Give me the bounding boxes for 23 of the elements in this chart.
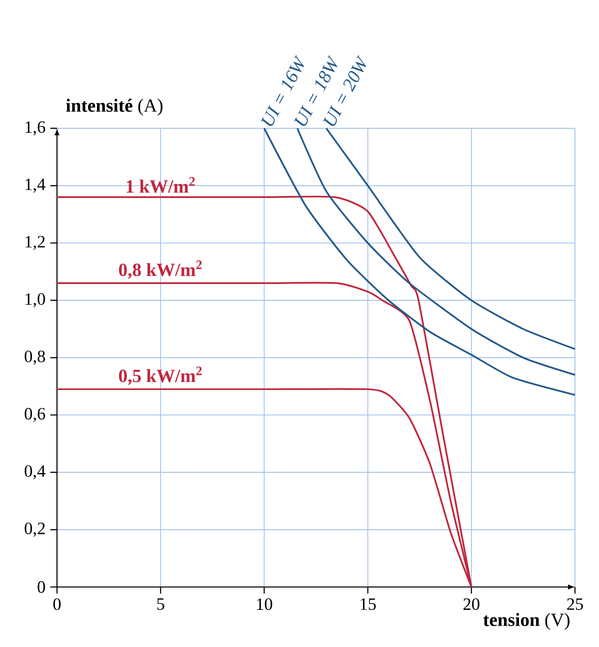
x-tick-label: 5 [157, 598, 164, 610]
line-series [296, 127, 576, 376]
series-label: 0,8 kW/m$^{2}$ [118, 260, 202, 279]
x-tick-label: 25 [567, 598, 583, 610]
series-label: 1 kW/m$^{2}$ [126, 177, 195, 193]
x-tick-label: 0 [53, 598, 61, 610]
series-label: 0,5 kW/m$^{2}$ [118, 366, 202, 385]
y-tick-label: 0,2 [24, 522, 45, 537]
y-tick-label: 1,4 [26, 178, 46, 193]
x-tick-label: 20 [464, 598, 480, 610]
x-axis-title: tension (V) [483, 613, 570, 630]
x-tick-label: 10 [257, 598, 272, 610]
line-series [325, 127, 576, 350]
y-tick-label: 1,6 [26, 121, 46, 136]
y-axis-title: intensité (A) [66, 98, 162, 116]
y-tick-label: 1,0 [26, 293, 45, 308]
y-tick-label: 0,6 [24, 408, 46, 422]
y-tick-label: 0,4 [24, 465, 46, 480]
line-series [263, 127, 576, 396]
y-tick-label: 0,8 [24, 350, 45, 365]
y-tick-label: 1,2 [26, 236, 45, 250]
y-tick-label: 0 [38, 581, 45, 593]
x-tick-label: 15 [360, 598, 376, 610]
